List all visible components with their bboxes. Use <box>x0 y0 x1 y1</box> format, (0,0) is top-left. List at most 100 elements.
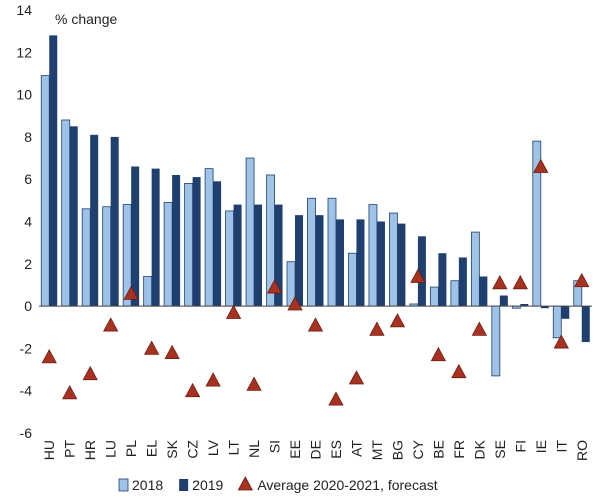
y-axis-label: % change <box>55 11 117 27</box>
bar-2019-FI <box>520 303 529 307</box>
y-tick-label: 14 <box>16 2 32 18</box>
marker-CZ <box>184 382 201 398</box>
y-tick-label: 6 <box>24 171 32 187</box>
marker-SE <box>492 274 508 290</box>
bar-2019-NL <box>254 204 263 307</box>
x-tick-label: FR <box>451 440 467 459</box>
y-tick-label: -2 <box>20 340 33 356</box>
x-tick-label: HU <box>41 440 57 460</box>
x-tick-label: BG <box>389 440 405 460</box>
x-tick-label: DE <box>308 440 324 459</box>
bar-2019-LT <box>233 204 242 307</box>
bar-2019-SK <box>172 174 181 307</box>
marker-RO <box>574 272 590 288</box>
bar-2018-CZ <box>184 183 194 307</box>
marker-PL <box>123 285 139 300</box>
x-tick-label: SI <box>267 440 283 453</box>
bar-2018-HU <box>40 75 50 307</box>
y-tick-label: 4 <box>24 214 32 230</box>
x-tick-label: CZ <box>185 440 201 459</box>
bar-2019-DK <box>479 276 488 307</box>
marker-FR <box>451 363 467 379</box>
legend-swatch-2018 <box>118 478 129 492</box>
x-tick-label: FI <box>512 440 528 452</box>
x-tick-label: SK <box>164 439 180 458</box>
bar-2018-BG <box>389 212 398 307</box>
y-tick-label: 2 <box>24 256 32 272</box>
x-tick-label: EL <box>144 440 160 457</box>
bar-2019-PL <box>131 166 140 307</box>
x-tick-label: IE <box>533 440 549 453</box>
bar-2019-BE <box>438 253 447 307</box>
x-axis: HU PT HR LU PL EL SK CZ LV LT NL SI EE DE ES AT MT BG CY BE… <box>41 439 590 461</box>
marker-SI <box>266 279 283 294</box>
bar-2019-EE <box>295 215 304 307</box>
legend-swatch-2019 <box>179 479 189 491</box>
bar-2019-BG <box>397 223 406 307</box>
marker-ES <box>328 391 344 406</box>
legend: 2018 2019 Average 2020-2021, forecast <box>118 476 438 493</box>
bar-2019-IT <box>561 306 570 319</box>
bar-2019-PT <box>69 126 78 307</box>
bar-2019-HU <box>49 35 58 307</box>
legend-swatch-marker <box>237 476 253 491</box>
x-tick-label: NL <box>246 440 262 458</box>
bar-2019-ES <box>335 219 344 307</box>
x-tick-label: RO <box>574 440 590 461</box>
y-axis: -6 -4 -2 0 2 4 6 8 10 12 14 <box>16 2 32 441</box>
x-tick-label: LT <box>226 440 242 456</box>
marker-MT <box>369 321 385 336</box>
marker-NL <box>246 376 262 391</box>
x-tick-label: ES <box>328 440 344 459</box>
marker-BE <box>430 346 447 362</box>
y-tick-label: -4 <box>20 383 33 399</box>
marker-LU <box>103 317 119 332</box>
bar-2019-HR <box>90 134 99 307</box>
bar-2018-HR <box>81 208 91 307</box>
bar-2018-SE <box>491 305 501 377</box>
marker-HR <box>82 365 98 381</box>
marker-DK <box>471 321 488 336</box>
x-tick-label: LU <box>103 440 119 458</box>
bar-2018-ES <box>327 197 337 307</box>
marker-EL <box>143 340 160 355</box>
x-tick-label: LV <box>205 439 221 456</box>
x-tick-label: AT <box>348 440 364 457</box>
y-tick-label: 10 <box>16 87 32 103</box>
bar-2019-SI <box>274 204 283 307</box>
x-tick-label: PT <box>62 440 78 458</box>
x-tick-label: PL <box>123 440 139 457</box>
y-tick-label: 8 <box>24 129 32 145</box>
marker-LT <box>225 304 242 319</box>
bar-2019-LV <box>213 181 222 307</box>
bar-2018-LU <box>102 206 112 307</box>
bar-2019-FR <box>458 257 467 307</box>
bar-2018-BE <box>429 286 439 307</box>
bar-2018-MT <box>368 204 378 307</box>
markers <box>41 158 590 406</box>
bar-2018-NL <box>245 157 255 307</box>
bar-2019-DE <box>315 215 324 307</box>
x-tick-label: EE <box>287 440 303 459</box>
bar-2019-CZ <box>192 177 201 307</box>
bar-2019-AT <box>356 219 365 307</box>
x-tick-label: IT <box>553 440 569 453</box>
bar-2019-SE <box>499 295 508 307</box>
bar-2018-DK <box>470 231 480 307</box>
bar-2019-MT <box>376 221 385 307</box>
bar-2018-DE <box>307 197 316 307</box>
x-tick-label: DK <box>471 439 487 459</box>
x-tick-label: HR <box>82 440 98 460</box>
bar-2018-SK <box>163 202 173 307</box>
y-tick-label: -6 <box>20 425 33 441</box>
marker-EE <box>287 296 303 311</box>
x-tick-label: BE <box>430 440 446 459</box>
marker-SK <box>164 344 180 360</box>
marker-HU <box>41 349 57 364</box>
marker-LV <box>205 372 221 387</box>
bar-2019-IE <box>540 306 549 309</box>
bar-2018-AT <box>348 252 357 307</box>
bar-2019-CY <box>417 236 426 307</box>
x-tick-label: CY <box>410 439 426 459</box>
